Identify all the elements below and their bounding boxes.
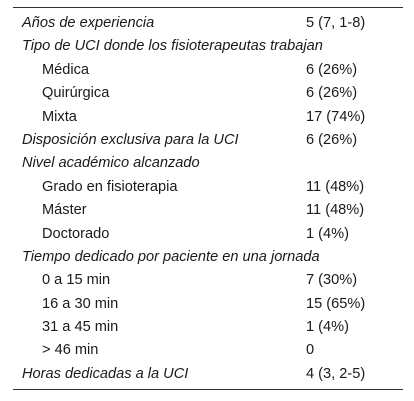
row-label: 31 a 45 min <box>42 319 119 336</box>
row-value: 1 (4%) <box>306 319 349 336</box>
row-value: 11 (48%) <box>306 178 365 195</box>
row-value: 15 (65%) <box>306 295 366 312</box>
table-row: Médica 6 (26%) <box>13 59 403 82</box>
row-label: Años de experiencia <box>22 15 155 31</box>
table-row: Quirúrgica 6 (26%) <box>13 82 403 105</box>
table-row: Años de experiencia 5 (7, 1-8) <box>13 12 403 35</box>
row-label: Mixta <box>42 108 77 125</box>
table-row: Máster 11 (48%) <box>13 199 403 222</box>
table-row: Doctorado 1 (4%) <box>13 223 403 246</box>
row-label: Tiempo dedicado por paciente en una jorn… <box>22 248 320 265</box>
row-label: > 46 min <box>42 342 99 359</box>
row-value: 6 (26%) <box>306 61 358 78</box>
table-row: Tiempo dedicado por paciente en una jorn… <box>13 246 403 269</box>
table-row: 31 a 45 min 1 (4%) <box>13 316 403 339</box>
row-label: Tipo de UCI donde los fisioterapeutas tr… <box>22 38 323 55</box>
row-label: Disposición exclusiva para la UCI <box>22 131 239 148</box>
row-label: Máster <box>42 202 87 219</box>
table-row: 16 a 30 min 15 (65%) <box>13 293 403 316</box>
row-value: 1 (4%) <box>306 225 349 242</box>
table-row: > 46 min 0 <box>13 339 403 362</box>
row-value: 11 (48%) <box>306 202 365 219</box>
row-label: 0 a 15 min <box>42 272 111 289</box>
row-label: Nivel académico alcanzado <box>22 155 200 172</box>
table-row: Grado en fisioterapia 11 (48%) <box>13 176 403 199</box>
table-row: 0 a 15 min 7 (30%) <box>13 269 403 292</box>
row-value: 4 (3, 2-5) <box>306 365 366 382</box>
table-row: Mixta 17 (74%) <box>13 106 403 129</box>
row-label: Grado en fisioterapia <box>42 178 178 195</box>
table-row: Tipo de UCI donde los fisioterapeutas tr… <box>13 35 403 58</box>
row-value: 6 (26%) <box>306 131 358 148</box>
row-value: 0 <box>306 342 315 359</box>
row-value: 17 (74%) <box>306 108 366 125</box>
table-row: Disposición exclusiva para la UCI 6 (26%… <box>13 129 403 152</box>
row-label: Horas dedicadas a la UCI <box>22 365 189 382</box>
row-label: Quirúrgica <box>42 85 110 102</box>
row-value: 5 (7, 1-8) <box>306 15 366 31</box>
row-value: 7 (30%) <box>306 272 358 289</box>
data-table: Años de experiencia 5 (7, 1-8) Tipo de U… <box>13 7 403 391</box>
row-label: Médica <box>42 61 90 78</box>
row-label: 16 a 30 min <box>42 295 119 312</box>
row-value: 6 (26%) <box>306 85 358 102</box>
table-row: Horas dedicadas a la UCI 4 (3, 2-5) <box>13 363 403 386</box>
table-row: Nivel académico alcanzado <box>13 152 403 175</box>
row-label: Doctorado <box>42 225 110 242</box>
